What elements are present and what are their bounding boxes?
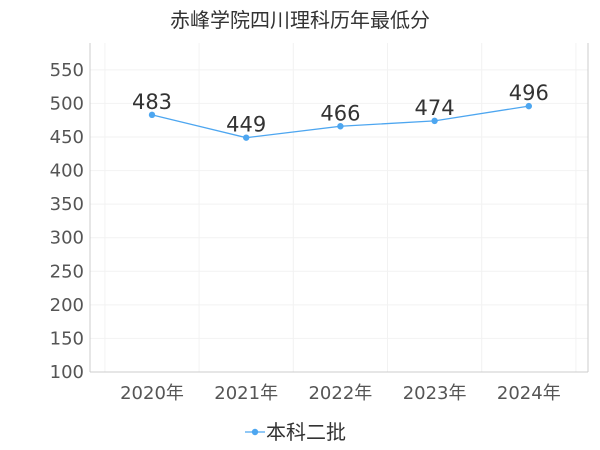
y-tick-label: 200 — [50, 295, 84, 316]
x-tick-label: 2023年 — [403, 383, 467, 404]
y-tick-label: 100 — [50, 362, 84, 383]
data-point[interactable] — [525, 102, 532, 110]
legend-point-marker — [251, 428, 259, 436]
x-tick-label: 2020年 — [120, 383, 184, 404]
y-tick-label: 150 — [50, 328, 84, 349]
legend-label[interactable]: 本科二批 — [266, 420, 346, 444]
x-tick-label: 2022年 — [308, 383, 372, 404]
y-axis-ticks: 100 150 200 250 300 350 400 450 500 550 — [50, 60, 84, 383]
data-point[interactable] — [243, 134, 250, 141]
grid-lines — [90, 43, 588, 373]
y-tick-label: 300 — [50, 228, 84, 249]
series-group: 483 449 466 474 496 — [132, 81, 549, 141]
data-point[interactable] — [148, 111, 156, 119]
x-tick-label: 2024年 — [497, 383, 561, 404]
x-axis-ticks: 2020年 2021年 2022年 2023年 2024年 — [120, 383, 561, 404]
chart-title: 赤峰学院四川理科历年最低分 — [170, 8, 430, 32]
y-tick-label: 500 — [50, 93, 84, 114]
legend[interactable]: 本科二批 — [245, 420, 346, 444]
data-label: 466 — [320, 101, 360, 125]
y-tick-label: 350 — [50, 194, 84, 215]
data-point[interactable] — [337, 123, 344, 130]
data-label: 449 — [226, 113, 266, 137]
data-label: 496 — [509, 81, 549, 105]
x-tick-label: 2021年 — [214, 383, 278, 404]
y-tick-label: 550 — [50, 60, 84, 81]
y-tick-label: 400 — [50, 161, 84, 182]
data-label: 483 — [132, 90, 172, 114]
y-tick-label: 250 — [50, 261, 84, 282]
axes — [89, 43, 589, 373]
data-label: 474 — [415, 96, 455, 120]
data-point[interactable] — [431, 117, 438, 125]
y-tick-label: 450 — [50, 127, 84, 148]
